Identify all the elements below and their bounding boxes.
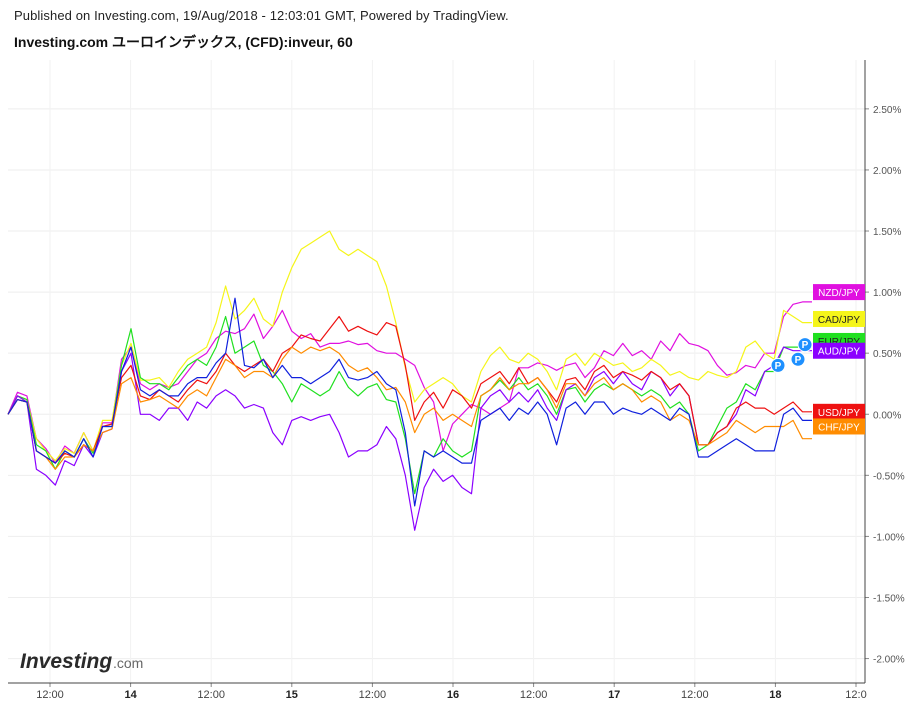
y-tick-label: -1.00% xyxy=(873,532,905,543)
series-line-chf-jpy xyxy=(7,346,812,470)
p-marker: P xyxy=(770,357,786,373)
x-tick-label: 16 xyxy=(447,689,459,701)
tag-chf-jpy: CHF/JPY xyxy=(813,418,865,435)
series-line-aud-jpy xyxy=(7,346,812,531)
tag-cad-jpy: CAD/JPY xyxy=(813,310,865,327)
p-marker-label: P xyxy=(775,361,782,372)
tag-label: AUD/JPY xyxy=(818,347,861,358)
p-marker-label: P xyxy=(802,340,809,351)
y-tick-label: -1.50% xyxy=(873,593,905,604)
x-tick-label: 18 xyxy=(769,689,781,701)
tag-label: USD/JPY xyxy=(818,408,861,419)
p-marker-circle xyxy=(790,351,806,367)
axes: 2.50% 2.00% 1.50% 1.00% 0.50% 0.00% -0.50% -1.0… xyxy=(8,60,905,701)
tag-bg xyxy=(813,403,865,420)
series-line-cad-jpy xyxy=(7,230,812,462)
tag-aud-jpy: AUD/JPY xyxy=(813,342,865,359)
y-tick-label: 1.50% xyxy=(873,227,901,238)
p-marker-circle xyxy=(770,357,786,373)
x-tick-label: 14 xyxy=(124,689,137,701)
series-line-nzd-jpy xyxy=(7,301,812,464)
y-tick-label: -2.00% xyxy=(873,655,905,666)
logo-suffix: .com xyxy=(113,655,143,671)
tag-bg xyxy=(813,284,865,301)
y-tick-label: -0.50% xyxy=(873,471,905,482)
x-tick-label: 12:00 xyxy=(197,689,225,701)
tag-bg xyxy=(813,342,865,359)
tag-usd-jpy: USD/JPY xyxy=(813,403,865,420)
y-tick-label: 2.00% xyxy=(873,166,901,177)
y-tick-label: 2.50% xyxy=(873,105,901,116)
p-marker-circle xyxy=(797,337,813,353)
tag-label: EUR/JPY xyxy=(818,337,861,348)
chart-title: Investing.com ユーロインデックス, (CFD):inveur, 6… xyxy=(14,34,353,50)
x-tick-label: 12:00 xyxy=(520,689,548,701)
series-lines xyxy=(7,230,812,531)
tag-bg xyxy=(813,418,865,435)
x-tick-label: 12:0 xyxy=(845,689,866,701)
p-marker-label: P xyxy=(795,355,802,366)
logo-text: Investing xyxy=(20,650,112,673)
tag-nzd-jpy: NZD/JPY xyxy=(813,284,865,301)
event-markers: PPP xyxy=(770,337,813,373)
investing-logo: Investing .com xyxy=(20,650,143,673)
x-tick-label: 12:00 xyxy=(36,689,64,701)
y-tick-label: 0.00% xyxy=(873,410,901,421)
series-line-usd-jpy xyxy=(7,315,812,464)
tag-label: CHF/JPY xyxy=(818,422,860,433)
p-marker: P xyxy=(797,337,813,353)
x-tick-label: 15 xyxy=(286,689,298,701)
tag-bg xyxy=(813,310,865,327)
x-tick-label: 17 xyxy=(608,689,620,701)
y-tick-label: 0.50% xyxy=(873,349,901,360)
x-tick-label: 12:00 xyxy=(681,689,709,701)
y-tick-label: 1.00% xyxy=(873,288,901,299)
tag-label: NZD/JPY xyxy=(818,288,860,299)
series-line-index xyxy=(7,297,812,507)
tag-label: CAD/JPY xyxy=(818,315,861,326)
published-caption: Published on Investing.com, 19/Aug/2018 … xyxy=(14,8,509,23)
p-marker: P xyxy=(790,351,806,367)
x-tick-label: 12:00 xyxy=(359,689,387,701)
